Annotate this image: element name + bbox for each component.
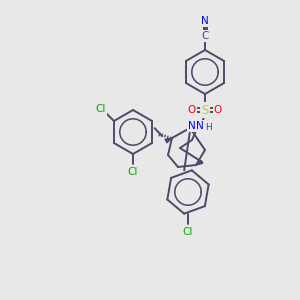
Text: H: H [205,122,212,131]
Text: Cl: Cl [183,227,193,237]
Text: N: N [196,121,204,131]
Text: N: N [201,16,209,26]
Text: S: S [201,103,209,116]
Polygon shape [165,138,172,143]
Text: N: N [188,121,196,131]
Text: Cl: Cl [128,167,138,177]
Polygon shape [196,161,203,165]
Text: O: O [214,105,222,115]
Text: C: C [201,31,209,41]
Text: Cl: Cl [96,104,106,114]
Text: O: O [188,105,196,115]
